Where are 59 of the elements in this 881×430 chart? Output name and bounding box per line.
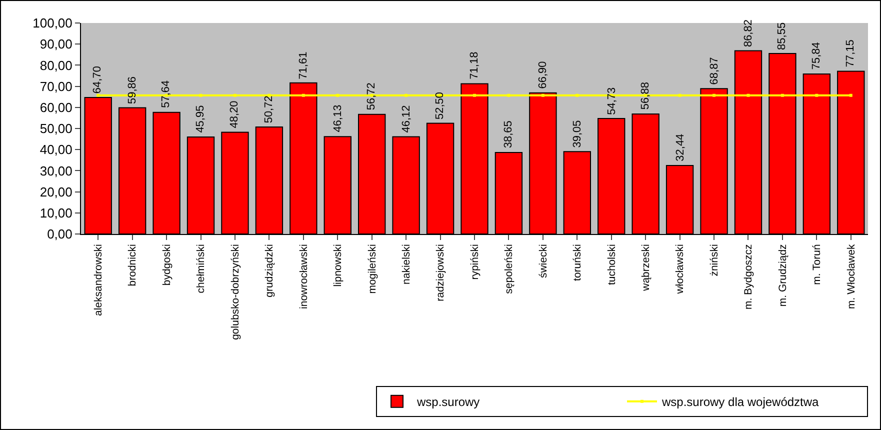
y-tick-label: 10,00 [40, 205, 72, 220]
data-label: 32,44 [674, 134, 686, 162]
legend-label: wsp.surowy [416, 395, 480, 410]
x-tick-label: świecki [537, 244, 550, 278]
data-label: 66,90 [537, 61, 550, 89]
x-tick-label: m. Toruń [811, 244, 824, 285]
data-label: 39,05 [572, 120, 584, 148]
data-label: 57,64 [160, 80, 172, 108]
data-label: 86,82 [742, 20, 754, 48]
y-tick-label: 60,00 [40, 100, 72, 115]
x-tick-label: rypiński [468, 244, 481, 280]
data-label: 64,70 [92, 66, 104, 94]
data-label: 50,72 [263, 96, 276, 124]
x-tick-label: radziejowski [434, 244, 447, 302]
y-tick-label: 80,00 [40, 58, 72, 73]
y-tick-label: 0,00 [47, 226, 72, 242]
data-label: 45,95 [194, 105, 207, 133]
y-tick-label: 100,00 [32, 16, 72, 31]
data-label: 68,87 [708, 57, 720, 85]
x-tick-label: m. Włocławek [845, 243, 858, 309]
x-tick-label: mogileński [366, 244, 378, 294]
x-tick-label: żniński [708, 244, 720, 276]
data-label: 48,20 [228, 100, 241, 128]
data-label: 75,84 [810, 42, 823, 70]
data-label: 46,12 [400, 105, 412, 133]
data-label: 52,50 [434, 92, 446, 120]
x-tick-label: lipnowski [332, 244, 344, 287]
legend-label: wsp.surowy dla województwa [661, 395, 820, 410]
data-label: 85,55 [776, 22, 788, 50]
x-tick-label: golubsko-dobrzyński [229, 244, 242, 340]
x-tick-label: wąbrzeski [640, 244, 652, 292]
data-label: 38,65 [502, 120, 514, 148]
y-tick-label: 30,00 [40, 163, 72, 178]
x-tick-label: aleksandrowski [92, 244, 105, 316]
x-tick-label: nakielski [400, 244, 412, 284]
data-label: 46,13 [332, 104, 344, 132]
x-tick-label: toruński [572, 244, 584, 281]
y-tick-label: 40,00 [40, 142, 72, 158]
data-label: 71,61 [298, 52, 310, 80]
data-label: 71,18 [468, 52, 481, 80]
x-tick-label: chełmiński [195, 244, 208, 294]
x-tick-label: bydgoski [160, 244, 173, 286]
y-tick-label: 50,00 [40, 121, 72, 136]
x-tick-label: włocławski [674, 244, 686, 295]
y-tick-label: 90,00 [40, 36, 72, 52]
y-tick-label: 70,00 [40, 78, 72, 94]
data-label: 77,15 [844, 40, 857, 68]
data-label: 56,72 [366, 82, 378, 110]
data-label: 54,73 [606, 87, 618, 115]
x-tick-label: inowrocławski [298, 244, 310, 309]
data-label: 59,86 [126, 76, 139, 104]
data-label: 56,88 [640, 82, 652, 110]
x-tick-label: brodnicki [126, 244, 139, 286]
x-tick-label: grudziądzki [264, 244, 276, 298]
x-tick-label: tucholski [606, 244, 618, 286]
x-tick-label: sępoleński [503, 244, 516, 294]
x-tick-label: m. Grudziądz [776, 244, 789, 307]
x-tick-label: m. Bydgoszcz [742, 244, 755, 310]
y-tick-label: 20,00 [40, 184, 72, 200]
